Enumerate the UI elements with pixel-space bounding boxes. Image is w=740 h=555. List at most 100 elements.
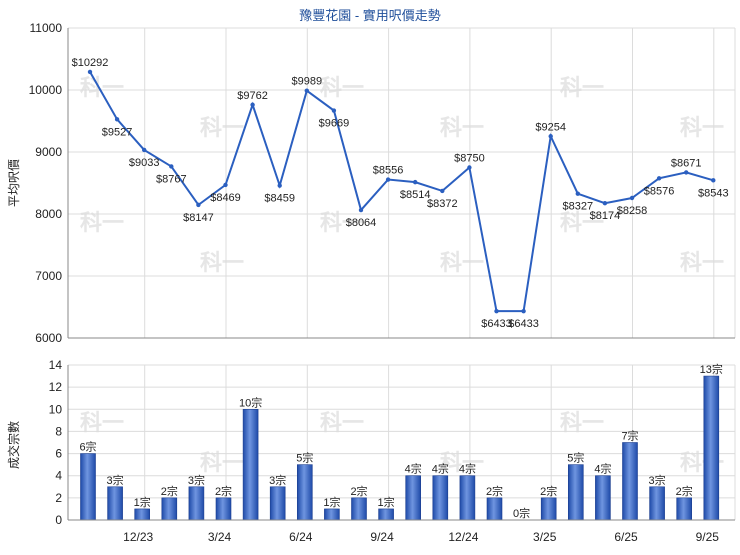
price-point — [602, 201, 608, 206]
price-series-line — [89, 71, 714, 313]
count-data-label: 4宗 — [405, 462, 422, 476]
watermark-text: 科一 — [680, 250, 724, 275]
count-bar — [378, 508, 394, 521]
watermark-text: 科一 — [680, 115, 724, 140]
price-y-axis-label: 平均呎價 — [7, 159, 21, 207]
price-point — [440, 188, 445, 194]
count-data-label: 1宗 — [323, 495, 340, 509]
count-bar — [595, 475, 611, 521]
count-bar — [405, 475, 422, 521]
price-data-label: $9033 — [129, 157, 160, 169]
price-point — [413, 179, 418, 185]
count-x-tick-label: 12/23 — [123, 530, 153, 544]
price-data-label: $8767 — [156, 173, 187, 185]
count-bar — [242, 408, 259, 521]
watermark-text: 科一 — [320, 410, 364, 435]
watermark-text: 科一 — [440, 250, 484, 275]
price-data-label: $9989 — [292, 76, 323, 88]
price-data-label: $8543 — [698, 187, 729, 199]
watermark-text: 科一 — [560, 410, 604, 435]
count-x-tick-label: 3/24 — [208, 530, 232, 544]
count-y-tick-label: 10 — [49, 402, 63, 416]
price-y-tick-label: 11000 — [30, 21, 63, 35]
price-point — [548, 134, 553, 139]
count-x-tick-label: 6/24 — [289, 530, 313, 544]
count-x-tick-label: 3/25 — [533, 530, 557, 544]
count-bar — [567, 464, 584, 521]
price-point — [169, 164, 174, 169]
watermark-text: 科一 — [560, 75, 604, 100]
count-bar — [649, 486, 665, 521]
price-point — [114, 117, 120, 122]
price-point — [629, 195, 635, 201]
price-y-tick-label: 6000 — [35, 331, 62, 345]
price-data-label: $8469 — [210, 192, 241, 204]
count-bar — [215, 497, 232, 521]
count-bar — [351, 497, 367, 521]
count-data-label: 2宗 — [540, 484, 557, 498]
count-bar — [622, 442, 638, 521]
count-chart: 0 2 4 6 8 10 12 14 6宗 3宗 1宗 2宗 3宗 2宗 10宗 3宗 5宗 1宗 2宗 1宗 4宗 4宗… — [49, 358, 736, 544]
count-bar — [296, 464, 313, 521]
watermark-text: 科一 — [440, 450, 484, 475]
count-data-label: 3宗 — [269, 473, 286, 487]
price-data-label: $9669 — [319, 118, 350, 130]
count-data-label: 4宗 — [459, 462, 476, 476]
count-data-label: 1宗 — [134, 495, 151, 509]
price-data-label: $9527 — [102, 126, 133, 138]
price-data-label: $8576 — [644, 185, 675, 197]
price-data-label: $6433 — [481, 318, 512, 330]
price-chart: 6000 7000 8000 9000 10000 11000 $10292 $9527 $90… — [29, 21, 736, 345]
count-bar — [269, 486, 286, 521]
price-point — [223, 182, 228, 188]
watermark-text: 科一 — [80, 410, 124, 435]
price-y-tick-label: 7000 — [35, 269, 62, 283]
price-point — [87, 69, 93, 75]
count-data-label: 1宗 — [378, 495, 395, 509]
price-data-label: $8064 — [346, 217, 377, 229]
watermark-text: 科一 — [440, 115, 484, 140]
price-data-label: $8174 — [590, 210, 621, 222]
count-data-label: 3宗 — [107, 473, 124, 487]
price-data-label: $6433 — [508, 318, 539, 330]
count-bar — [540, 497, 557, 521]
count-data-label: 5宗 — [567, 451, 584, 465]
count-x-tick-label: 12/24 — [448, 530, 478, 544]
count-data-label: 10宗 — [239, 395, 262, 409]
count-data-label: 7宗 — [621, 429, 638, 443]
price-y-tick-label: 9000 — [35, 145, 62, 159]
price-point — [331, 108, 337, 113]
count-y-axis-label: 成交宗數 — [6, 421, 21, 469]
count-bar — [703, 375, 720, 521]
price-point — [656, 176, 662, 181]
watermark-text: 科一 — [80, 75, 124, 100]
count-y-tick-label: 0 — [55, 513, 62, 527]
price-data-label: $8147 — [183, 212, 214, 224]
count-data-label: 2宗 — [161, 484, 178, 498]
watermark-text: 科一 — [200, 115, 244, 140]
price-data-label: $8514 — [400, 189, 431, 201]
count-x-tick-label: 6/25 — [614, 530, 638, 544]
price-data-label: $8556 — [373, 165, 404, 177]
price-data-label: $8327 — [563, 201, 594, 213]
count-y-tick-label: 8 — [55, 424, 62, 438]
count-x-tick-label: 9/25 — [696, 530, 720, 544]
price-point — [277, 183, 282, 188]
count-bar — [107, 486, 123, 521]
count-bar — [188, 486, 205, 521]
price-data-label: $8459 — [264, 193, 295, 205]
count-data-label: 2宗 — [350, 484, 367, 498]
count-bar — [80, 453, 96, 521]
price-point — [521, 308, 526, 314]
price-point — [385, 177, 391, 182]
count-data-label: 5宗 — [296, 451, 313, 465]
price-point — [467, 165, 472, 170]
count-data-label: 13宗 — [700, 362, 723, 376]
price-data-label: $8258 — [617, 205, 648, 217]
count-y-tick-label: 2 — [55, 491, 62, 505]
count-bar — [161, 497, 178, 521]
count-data-label: 4宗 — [432, 462, 449, 476]
